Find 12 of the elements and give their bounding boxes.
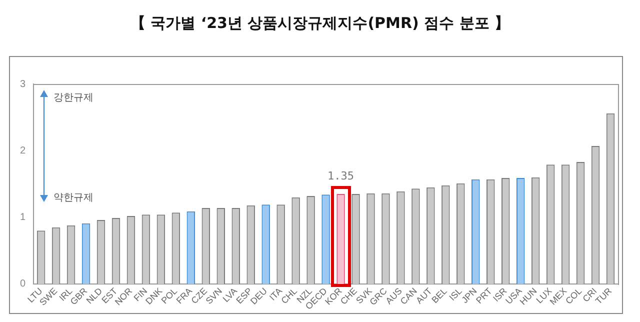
x-tick-label: TUR bbox=[594, 286, 614, 306]
data-label: 1.35 bbox=[328, 169, 354, 182]
annotation: 약한규제 bbox=[54, 192, 94, 204]
y-tick-label: 2 bbox=[20, 145, 26, 156]
x-tick-label: COL bbox=[564, 286, 584, 306]
chart-title: 【 국가별 ‘23년 상품시장규제지수(PMR) 점수 분포 】 bbox=[129, 14, 511, 33]
y-tick-label: 0 bbox=[20, 278, 26, 290]
x-tick-label: ISL bbox=[447, 286, 464, 303]
y-tick-label: 1 bbox=[20, 212, 26, 224]
x-tick-label: BEL bbox=[430, 286, 449, 305]
annotation: 강한규제 bbox=[54, 92, 94, 104]
y-tick-label: 3 bbox=[20, 78, 26, 90]
